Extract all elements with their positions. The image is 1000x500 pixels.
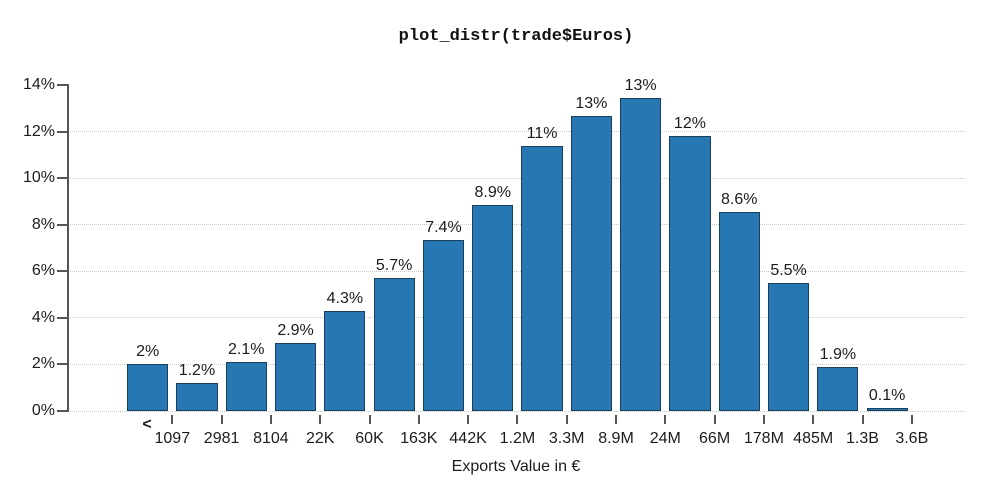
bar (767, 282, 810, 411)
y-gridline (68, 131, 965, 133)
x-tick-label: 60K (355, 430, 384, 447)
chart-title: plot_distr(trade$Euros) (398, 27, 634, 46)
bar (817, 366, 859, 411)
x-tick-label: 22K (305, 430, 335, 447)
bar-value-label: 5.5% (770, 261, 807, 279)
y-axis-line (67, 84, 69, 412)
bar-value-label: 0.1% (868, 386, 906, 404)
y-tick (57, 223, 68, 226)
bar-value-label: 2.1% (228, 341, 265, 359)
x-tick (664, 415, 667, 424)
bar (324, 310, 366, 411)
x-tick (861, 415, 864, 424)
bar-value-label: 13% (624, 76, 657, 94)
x-tick (417, 415, 420, 424)
bar (570, 116, 612, 411)
x-tick (615, 415, 617, 424)
x-tick-label: 2981 (203, 430, 240, 447)
y-tick (57, 130, 68, 133)
x-tick-label: 66M (699, 430, 731, 447)
bar-value-label: 1.2% (178, 362, 216, 380)
x-tick-label: 24M (649, 430, 681, 447)
x-tick (910, 415, 913, 424)
bar-value-label: 7.4% (425, 218, 462, 236)
bar (472, 204, 514, 411)
y-tick-label: 10% (22, 169, 55, 187)
x-tick-label: 1.2M (499, 430, 536, 447)
x-tick (565, 415, 568, 424)
x-tick (319, 415, 322, 424)
bar (669, 136, 711, 411)
x-tick-label: 8.9M (598, 430, 634, 447)
x-tick (171, 415, 174, 424)
bar (127, 364, 169, 411)
x-tick-label: 3.6B (895, 430, 929, 447)
x-tick-label: 485M (793, 430, 834, 447)
x-tick (467, 415, 470, 424)
bar (620, 97, 662, 411)
bar (521, 145, 563, 411)
bar-value-label: 13% (575, 95, 608, 113)
y-gridline (68, 410, 965, 412)
y-gridline (68, 224, 965, 226)
x-tick-label: 178M (743, 430, 784, 447)
y-tick-label: 2% (31, 355, 55, 373)
y-gridline (68, 270, 965, 272)
first-bin-marker: < (142, 416, 152, 433)
bar-value-label: 1.9% (819, 345, 857, 363)
x-tick (812, 415, 815, 424)
bar (718, 211, 760, 411)
y-tick-label: 0% (31, 402, 55, 419)
x-tick (269, 415, 272, 424)
x-tick-label: 163K (400, 430, 438, 447)
x-tick-label: 1.3B (846, 430, 879, 447)
bar-value-label: 8.9% (474, 183, 511, 201)
bar-value-label: 2% (136, 343, 160, 361)
bar-value-label: 5.7% (375, 257, 413, 275)
y-tick (57, 270, 68, 273)
bar (866, 407, 908, 411)
y-tick (57, 84, 68, 86)
y-tick (57, 410, 68, 412)
x-axis-title: Exports Value in € (451, 458, 581, 475)
x-tick (516, 415, 519, 424)
y-tick-label: 4% (31, 308, 55, 326)
bar-value-label: 8.6% (721, 190, 758, 208)
y-tick-label: 14% (22, 76, 55, 93)
y-gridline (68, 363, 965, 365)
x-tick (762, 415, 765, 424)
x-tick (713, 415, 716, 424)
y-tick (57, 177, 68, 180)
bar-value-label: 12% (673, 115, 706, 133)
bar-value-label: 2.9% (277, 322, 314, 340)
y-tick (57, 316, 68, 319)
bar (225, 362, 267, 411)
y-tick-label: 12% (22, 122, 55, 140)
bar (373, 278, 415, 411)
y-gridline (68, 317, 965, 319)
y-tick-label: 6% (31, 262, 55, 280)
y-gridline (68, 177, 965, 179)
x-tick-label: 8104 (253, 430, 289, 447)
x-tick (368, 415, 371, 424)
bar-value-label: 4.3% (326, 289, 364, 307)
bar-value-label: 11% (526, 124, 558, 142)
x-tick (220, 415, 223, 424)
x-tick-label: 1097 (154, 430, 191, 447)
y-tick-label: 8% (31, 215, 55, 233)
y-tick (57, 363, 68, 366)
bar (176, 383, 218, 411)
x-tick-label: 3.3M (548, 430, 585, 447)
bar (274, 343, 317, 411)
bar (422, 239, 465, 411)
x-tick-label: 442K (449, 430, 487, 447)
